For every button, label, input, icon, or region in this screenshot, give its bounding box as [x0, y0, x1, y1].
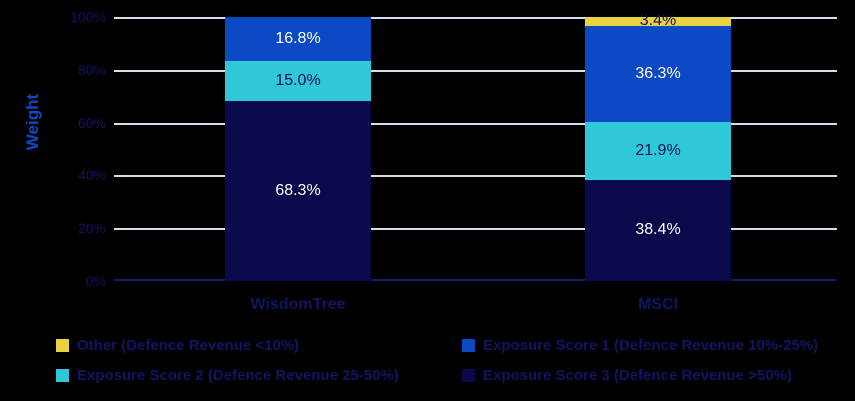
bar-segment-label: 3.4% [639, 12, 677, 30]
bar-segment-label: 36.3% [635, 64, 681, 82]
legend-swatch-exposure-score-3-icon [462, 369, 475, 382]
legend-item-exposure-score-2[interactable]: Exposure Score 2 (Defence Revenue 25-50%… [56, 368, 399, 383]
y-axis-title: Weight [23, 93, 42, 151]
bar-segment-label: 15.0% [275, 72, 321, 90]
legend-swatch-exposure-score-1-icon [462, 339, 475, 352]
legend-item-exposure-score-1[interactable]: Exposure Score 1 (Defence Revenue 10%-25… [462, 338, 818, 353]
legend-label: Other (Defence Revenue <10%) [77, 337, 300, 354]
legend-item-other[interactable]: Other (Defence Revenue <10%) [56, 338, 299, 353]
bar-segment-wisdomtree-exposure-score-1[interactable]: 16.8% [225, 17, 371, 62]
y-tick-100: 100% [70, 9, 106, 25]
bar-segment-msci-exposure-score-3[interactable]: 38.4% [585, 179, 731, 281]
y-tick-60: 60% [77, 114, 106, 131]
gridline-100 [114, 17, 837, 19]
bar-segment-wisdomtree-exposure-score-3[interactable]: 68.3% [225, 100, 371, 281]
gridline-baseline-0 [114, 279, 837, 281]
gridline-80 [114, 69, 837, 72]
x-tick-wisdomtree: WisdomTree [250, 296, 346, 313]
y-axis-tick-labels: 100% 80% 60% 40% 20% 0% [42, 9, 106, 289]
bar-segment-label: 38.4% [635, 221, 681, 239]
bar-wisdomtree[interactable]: 16.8% 15.0% 68.3% [225, 17, 371, 281]
legend-item-exposure-score-3[interactable]: Exposure Score 3 (Defence Revenue >50%) [462, 368, 792, 383]
legend-swatch-exposure-score-2-icon [56, 369, 69, 382]
y-tick-0: 0% [85, 273, 106, 289]
bar-msci[interactable]: 3.4% 36.3% 21.9% 38.4% [585, 13, 731, 281]
legend-swatch-other-icon [56, 339, 69, 352]
gridline-40 [114, 175, 837, 178]
bar-segment-msci-other[interactable]: 3.4% [585, 13, 731, 29]
bar-segment-label: 68.3% [275, 181, 321, 199]
x-tick-msci: MSCI [638, 296, 678, 313]
legend-label: Exposure Score 3 (Defence Revenue >50%) [483, 367, 792, 384]
gridline-60 [114, 122, 837, 125]
bar-segment-label: 21.9% [635, 141, 681, 159]
bar-segment-wisdomtree-exposure-score-2[interactable]: 15.0% [225, 61, 371, 101]
legend-label: Exposure Score 2 (Defence Revenue 25-50%… [77, 367, 399, 384]
chart-legend: Other (Defence Revenue <10%) Exposure Sc… [56, 336, 846, 396]
bar-segment-msci-exposure-score-1[interactable]: 36.3% [585, 25, 731, 122]
legend-label: Exposure Score 1 (Defence Revenue 10%-25… [483, 337, 819, 354]
plot-area: 16.8% 15.0% 68.3% 3.4% 36.3% 21.9% [114, 13, 837, 281]
gridline-20 [114, 228, 837, 231]
y-tick-80: 80% [77, 61, 106, 78]
y-tick-20: 20% [77, 220, 106, 237]
y-tick-40: 40% [77, 167, 106, 184]
bar-segment-label: 16.8% [275, 30, 321, 48]
bar-segment-msci-exposure-score-2[interactable]: 21.9% [585, 121, 731, 180]
